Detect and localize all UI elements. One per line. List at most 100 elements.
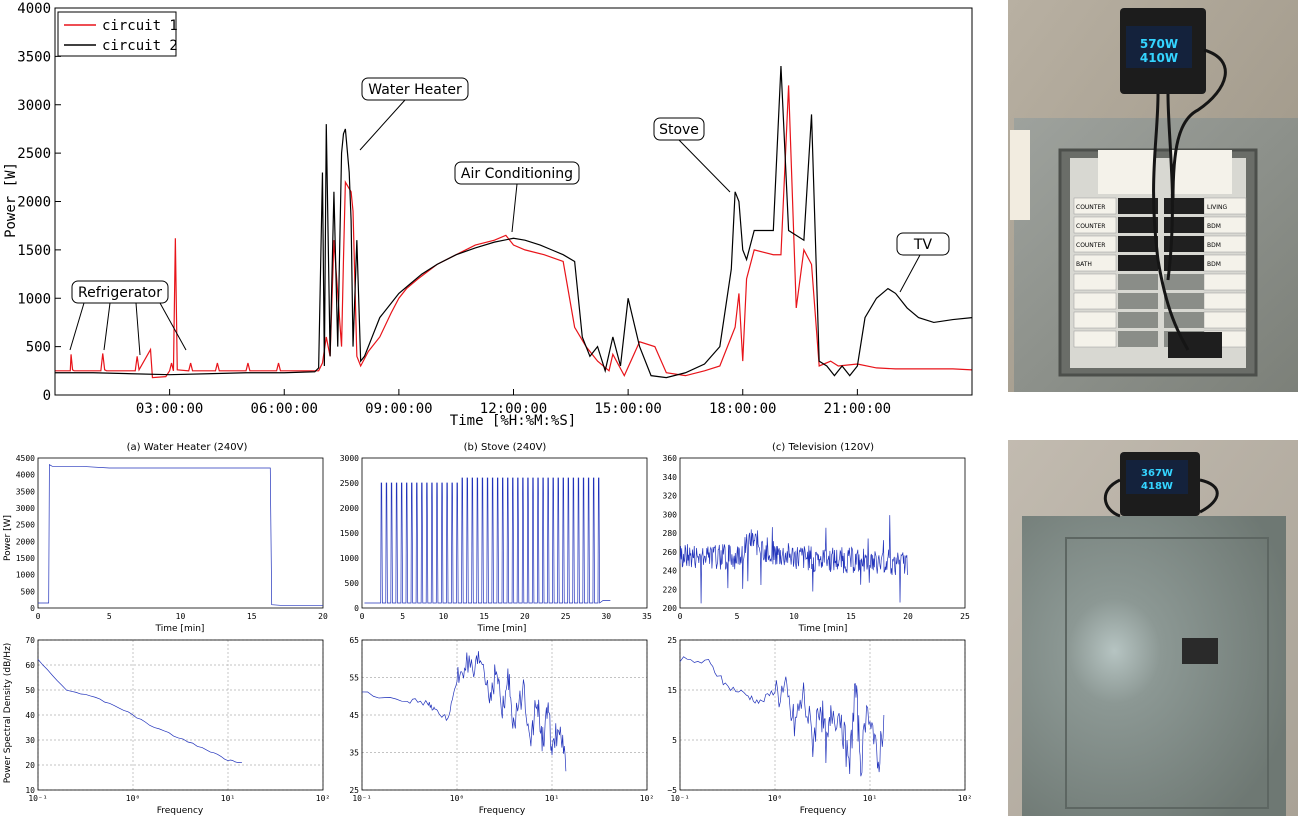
- plot-frame: [37, 639, 324, 791]
- main-series: [55, 66, 973, 379]
- y-tick-label: 240: [663, 567, 678, 576]
- breaker-switch: [1164, 198, 1204, 214]
- meter-reading-2: 418W: [1141, 481, 1173, 492]
- x-tick-label: 10: [789, 612, 799, 621]
- main-y-tick-label: 3500: [17, 49, 51, 65]
- stove-psd-chart: 10⁻¹ 10⁰ 10¹ 10² 25 35 45 55 65: [349, 636, 654, 803]
- panel-cover: [1022, 516, 1286, 816]
- breaker-blank: [1118, 312, 1158, 328]
- x-tick-label: 35: [642, 612, 652, 621]
- wh-time-ylabel: Power [W]: [3, 515, 13, 561]
- main-power-chart: 03:00:00 06:00:00 09:00:00 12:00:00 15:00:00…: [3, 1, 973, 429]
- x-tick-label: 10⁻¹: [670, 794, 689, 803]
- legend-label-circuit-1: circuit 1: [102, 18, 178, 34]
- stove-title: (b) Stove (240V): [464, 442, 547, 453]
- main-y-tick-label: 1000: [17, 291, 51, 307]
- x-tick-label: 10²: [316, 794, 330, 803]
- annotation-arrow: [899, 254, 921, 293]
- wh-time-chart: 0 5 10 15 20 0 500 1000 1500 2000 2500 3000 3500 4000…: [16, 454, 328, 621]
- y-tick-label: 0: [354, 604, 359, 613]
- y-tick-label: 2000: [16, 537, 35, 546]
- x-tick-label: 10⁰: [768, 794, 782, 803]
- annotation-label: Air Conditioning: [461, 166, 573, 182]
- main-legend: circuit 1 circuit 2: [57, 11, 178, 57]
- breaker-label-card: [1203, 311, 1247, 329]
- breaker-label-card: [1073, 273, 1117, 291]
- cables: [1103, 478, 1219, 518]
- breaker-label: COUNTER: [1076, 223, 1105, 230]
- breaker-switch: [1118, 217, 1158, 233]
- meter-reading-1: 367W: [1141, 468, 1173, 479]
- wh-psd-xlabel: Frequency: [157, 806, 204, 816]
- breaker-label-card: [1203, 292, 1247, 310]
- main-x-tick-label: 21:00:00: [824, 401, 891, 417]
- annotation-box: [361, 77, 469, 101]
- y-tick-label: 4000: [16, 471, 35, 480]
- main-plot-frame: [54, 7, 973, 396]
- x-tick-label: 20: [520, 612, 530, 621]
- x-tick-label: 10⁰: [126, 794, 140, 803]
- main-y-tick-label: 0: [43, 388, 51, 404]
- x-tick-label: 10¹: [545, 794, 559, 803]
- y-tick-label: 2000: [340, 504, 359, 513]
- series-line: [364, 477, 611, 604]
- tv-time-chart: 0 5 10 15 20 25 200 220 240 260 280 300 320 340 360: [663, 454, 970, 621]
- legend-box: [57, 11, 177, 57]
- y-tick-label: 45: [349, 711, 359, 720]
- annotation-arrow: [135, 302, 141, 356]
- breaker-switch: [1164, 236, 1204, 252]
- x-tick-label: 5: [107, 612, 112, 621]
- door-latch: [1182, 638, 1218, 664]
- annotation-arrow: [159, 302, 187, 351]
- plot-frame: [679, 639, 966, 791]
- x-tick-label: 10⁻¹: [352, 794, 371, 803]
- y-tick-label: 360: [663, 454, 678, 463]
- breaker-blank: [1164, 293, 1204, 309]
- stove-time-xlabel: Time [min]: [477, 624, 527, 634]
- breaker-label: BATH: [1076, 261, 1092, 268]
- y-tick-label: 25: [667, 636, 677, 645]
- series-line: [361, 651, 567, 772]
- panel-door: [1065, 537, 1269, 809]
- y-tick-label: 3500: [16, 487, 35, 496]
- photo-breaker-panel-open: COUNTER LIVING COUNTER BDM COUNTER BDM BATH BDM…: [1008, 0, 1298, 392]
- y-tick-label: 260: [663, 548, 678, 557]
- annotation-air-conditioning: Air Conditioning: [454, 161, 580, 233]
- y-tick-label: −5: [667, 786, 677, 795]
- main-ylabel: Power [W]: [3, 162, 19, 238]
- main-y-tick-label: 3000: [17, 98, 51, 114]
- y-tick-label: 1000: [16, 571, 35, 580]
- y-tick-label: 30: [25, 736, 35, 745]
- x-tick-label: 10⁻¹: [28, 794, 47, 803]
- tv-psd-xlabel: Frequency: [800, 806, 847, 816]
- inner-label: [1170, 150, 1232, 194]
- meter-reading-1: 570W: [1140, 37, 1178, 51]
- x-tick-label: 10¹: [863, 794, 877, 803]
- annotation-box: [896, 232, 950, 256]
- x-tick-label: 15: [479, 612, 489, 621]
- breaker-label: BDM: [1207, 242, 1221, 249]
- inner-label: [1098, 150, 1154, 194]
- y-tick-label: 50: [25, 686, 35, 695]
- annotation-arrow: [678, 139, 731, 193]
- main-xlabel: Time [%H:%M:%S]: [450, 413, 576, 429]
- annotation-label: Refrigerator: [78, 285, 162, 301]
- tv-title: (c) Television (120V): [772, 442, 874, 453]
- annotation-arrow: [69, 302, 85, 351]
- x-tick-label: 25: [561, 612, 571, 621]
- y-tick-label: 20: [25, 761, 35, 770]
- breaker-label-card: [1073, 235, 1117, 253]
- wh-time-xlabel: Time [min]: [155, 624, 205, 634]
- x-tick-label: 25: [960, 612, 970, 621]
- x-tick-label: 10²: [640, 794, 654, 803]
- main-y-tick-label: 1500: [17, 243, 51, 259]
- x-tick-label: 15: [247, 612, 257, 621]
- cables: [1152, 48, 1227, 351]
- breaker-label-card: [1073, 197, 1117, 215]
- x-tick-label: 10¹: [221, 794, 235, 803]
- breakers: COUNTER LIVING COUNTER BDM COUNTER BDM BATH BDM: [1073, 197, 1247, 348]
- x-tick-label: 0: [360, 612, 365, 621]
- y-tick-label: 5: [672, 736, 677, 745]
- breaker-label-card: [1073, 292, 1117, 310]
- x-tick-label: 15: [846, 612, 856, 621]
